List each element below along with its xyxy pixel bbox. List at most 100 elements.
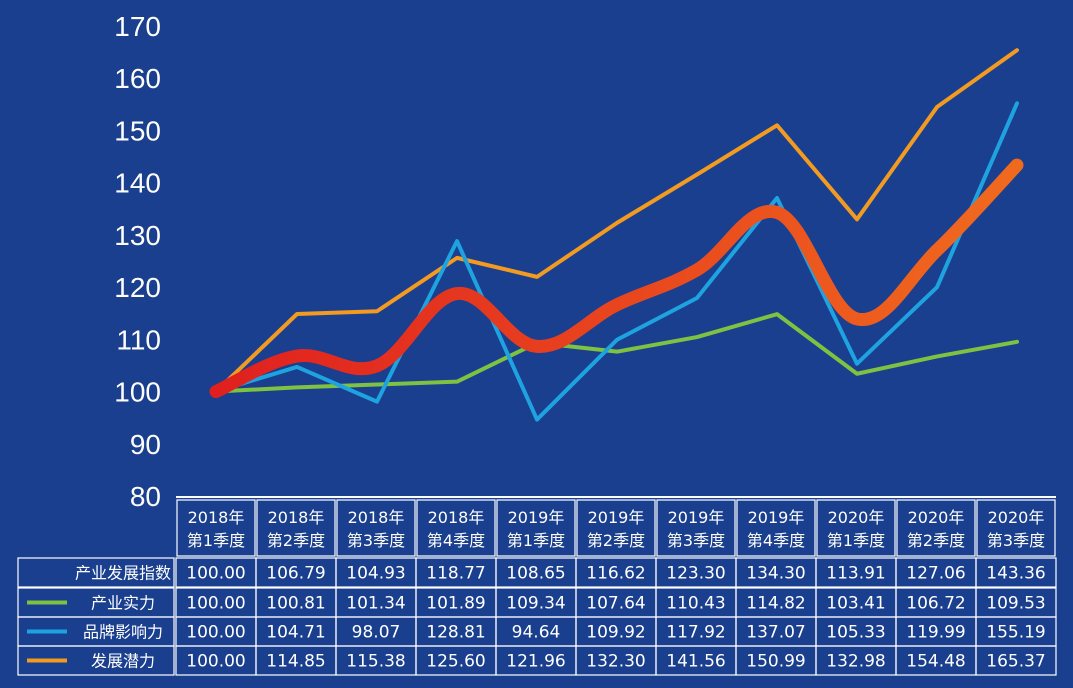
table-value-brand: 100.00 [186, 623, 245, 643]
x-category-year: 2020年 [828, 508, 885, 527]
data-point-index [537, 346, 538, 347]
y-tick-label: 140 [114, 168, 161, 199]
series-line-potential [214, 48, 1019, 394]
legend-label-strength: 产业实力 [91, 594, 155, 613]
data-point-potential [617, 222, 618, 223]
data-point-brand [457, 241, 458, 242]
x-category-quarter: 第2季度 [587, 531, 645, 550]
table-value-strength: 107.64 [586, 594, 645, 614]
table-value-brand: 98.07 [352, 623, 401, 643]
table-value-potential: 115.38 [346, 652, 405, 672]
x-category-quarter: 第2季度 [267, 531, 325, 550]
table-value-brand: 117.92 [666, 623, 725, 643]
x-category-quarter: 第3季度 [347, 531, 405, 550]
table-value-brand: 94.64 [512, 623, 561, 643]
table-value-index: 134.30 [746, 564, 805, 584]
y-tick-label: 160 [114, 63, 161, 94]
table-value-index: 100.00 [186, 564, 245, 584]
y-tick-label: 90 [130, 429, 161, 460]
x-category-year: 2020年 [908, 508, 965, 527]
y-tick-label: 130 [114, 220, 161, 251]
table-cell [975, 645, 1057, 676]
x-category-year: 2018年 [268, 508, 325, 527]
x-category-year: 2020年 [988, 508, 1045, 527]
x-category-quarter: 第1季度 [507, 531, 565, 550]
header-cell [496, 499, 576, 557]
data-point-potential [537, 276, 538, 277]
series-lines [209, 48, 1024, 422]
data-point-brand [617, 339, 618, 340]
header-cell [176, 499, 256, 557]
table-value-strength: 109.34 [506, 594, 565, 614]
y-tick-label: 110 [116, 324, 161, 355]
table-value-index: 106.79 [266, 564, 325, 584]
table-value-brand: 137.07 [746, 623, 805, 643]
table-value-index: 108.65 [506, 564, 565, 584]
data-point-potential [777, 125, 778, 126]
legend-label-brand: 品牌影响力 [83, 623, 163, 642]
table-value-index: 116.62 [586, 564, 645, 584]
table-value-index: 104.93 [346, 564, 405, 584]
table-value-brand: 109.92 [586, 623, 645, 643]
table-value-potential: 114.85 [266, 652, 325, 672]
x-category-quarter: 第4季度 [747, 531, 805, 550]
table-value-brand: 104.71 [266, 623, 325, 643]
data-point-index [216, 391, 217, 392]
data-point-brand [1017, 103, 1018, 104]
data-point-brand [937, 287, 938, 288]
table-cell [975, 557, 1057, 588]
table-value-brand: 128.81 [426, 623, 485, 643]
header-cell [816, 499, 896, 557]
table-value-index: 127.06 [906, 564, 965, 584]
table-value-index: 123.30 [666, 564, 725, 584]
table-value-potential: 132.30 [586, 652, 645, 672]
x-category-year: 2019年 [668, 508, 725, 527]
data-point-strength [937, 356, 938, 357]
x-category-quarter: 第1季度 [187, 531, 245, 550]
data-point-potential [1017, 50, 1018, 51]
data-point-strength [777, 314, 778, 315]
table-value-strength: 103.41 [826, 594, 885, 614]
data-point-brand [857, 363, 858, 364]
data-point-brand [297, 366, 298, 367]
header-cell [416, 499, 496, 557]
x-category-quarter: 第1季度 [827, 531, 885, 550]
y-axis-ticks: 170 160 150 140 130 120 110 100 90 80 [114, 11, 161, 512]
data-point-potential [377, 311, 378, 312]
header-cell [976, 499, 1056, 557]
data-point-brand [697, 297, 698, 298]
data-point-strength [457, 381, 458, 382]
data-point-potential [937, 107, 938, 108]
data-point-strength [297, 387, 298, 388]
x-category-year: 2019年 [748, 508, 805, 527]
table-value-potential: 121.96 [506, 652, 565, 672]
data-point-strength [697, 337, 698, 338]
data-point-index [857, 318, 858, 319]
legend-label-index: 产业发展指数 [75, 564, 171, 583]
series-line-strength [214, 312, 1019, 394]
table-value-potential: 154.48 [906, 652, 965, 672]
table-value-strength: 106.72 [906, 594, 965, 614]
table-value-potential: 100.00 [186, 652, 245, 672]
x-category-quarter: 第3季度 [987, 531, 1045, 550]
x-category-year: 2018年 [348, 508, 405, 527]
table-value-potential: 141.56 [666, 652, 725, 672]
data-point-brand [537, 419, 538, 420]
x-category-quarter: 第2季度 [907, 531, 965, 550]
data-point-index [297, 356, 298, 357]
data-point-index [937, 250, 938, 251]
header-cell [336, 499, 416, 557]
data-point-index [697, 269, 698, 270]
data-point-strength [377, 384, 378, 385]
x-category-year: 2018年 [188, 508, 245, 527]
y-tick-label: 170 [114, 11, 161, 42]
table-value-brand: 155.19 [986, 623, 1045, 643]
header-cell [736, 499, 816, 557]
x-category-quarter: 第4季度 [427, 531, 485, 550]
table-value-potential: 165.37 [986, 652, 1045, 672]
data-point-index [457, 293, 458, 294]
y-tick-label: 100 [114, 377, 161, 408]
y-tick-label: 150 [114, 115, 161, 146]
